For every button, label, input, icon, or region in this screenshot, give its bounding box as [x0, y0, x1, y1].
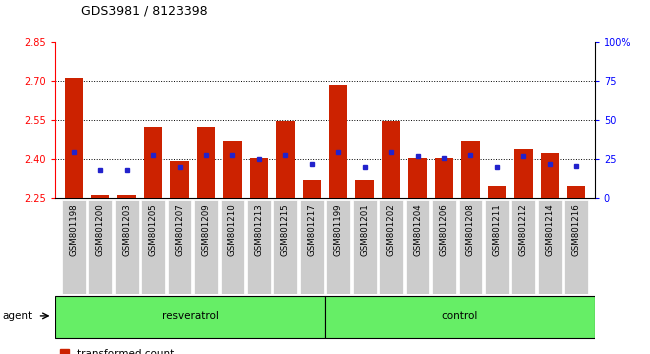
FancyBboxPatch shape: [538, 200, 562, 294]
FancyBboxPatch shape: [55, 296, 325, 338]
Bar: [250, 158, 268, 198]
FancyBboxPatch shape: [62, 200, 86, 294]
Text: GDS3981 / 8123398: GDS3981 / 8123398: [81, 5, 208, 18]
FancyBboxPatch shape: [274, 200, 297, 294]
FancyBboxPatch shape: [353, 200, 376, 294]
Bar: [91, 195, 109, 198]
FancyBboxPatch shape: [194, 200, 218, 294]
Bar: [64, 78, 83, 198]
Text: agent: agent: [3, 311, 33, 321]
Text: control: control: [442, 311, 478, 321]
Text: GSM801216: GSM801216: [572, 203, 580, 256]
Bar: [329, 85, 348, 198]
Bar: [541, 153, 559, 198]
Text: GSM801209: GSM801209: [202, 203, 211, 256]
FancyBboxPatch shape: [512, 200, 535, 294]
Text: GSM801213: GSM801213: [254, 203, 263, 256]
Bar: [276, 121, 294, 198]
Text: GSM801205: GSM801205: [149, 203, 157, 256]
FancyBboxPatch shape: [115, 200, 138, 294]
Bar: [435, 158, 453, 198]
FancyBboxPatch shape: [300, 200, 324, 294]
Text: GSM801207: GSM801207: [175, 203, 184, 256]
Bar: [382, 121, 400, 198]
Text: GSM801199: GSM801199: [333, 203, 343, 256]
Text: GSM801203: GSM801203: [122, 203, 131, 256]
Text: GSM801211: GSM801211: [493, 203, 501, 256]
Text: resveratrol: resveratrol: [162, 311, 218, 321]
FancyBboxPatch shape: [485, 200, 509, 294]
Bar: [462, 141, 480, 198]
FancyBboxPatch shape: [88, 200, 112, 294]
Text: GSM801214: GSM801214: [545, 203, 554, 256]
Text: GSM801204: GSM801204: [413, 203, 422, 256]
Text: GSM801217: GSM801217: [307, 203, 317, 256]
Text: GSM801210: GSM801210: [228, 203, 237, 256]
FancyBboxPatch shape: [458, 200, 482, 294]
Text: GSM801206: GSM801206: [439, 203, 448, 256]
Bar: [356, 180, 374, 198]
Bar: [223, 141, 242, 198]
Bar: [488, 186, 506, 198]
Bar: [302, 180, 321, 198]
Bar: [144, 127, 162, 198]
Text: GSM801201: GSM801201: [360, 203, 369, 256]
FancyBboxPatch shape: [564, 200, 588, 294]
Text: GSM801200: GSM801200: [96, 203, 105, 256]
FancyBboxPatch shape: [325, 296, 595, 338]
FancyBboxPatch shape: [220, 200, 244, 294]
FancyBboxPatch shape: [247, 200, 271, 294]
FancyBboxPatch shape: [406, 200, 430, 294]
Text: GSM801215: GSM801215: [281, 203, 290, 256]
FancyBboxPatch shape: [326, 200, 350, 294]
Bar: [408, 158, 427, 198]
Bar: [118, 195, 136, 198]
Text: GSM801212: GSM801212: [519, 203, 528, 256]
Bar: [514, 149, 532, 198]
Text: GSM801202: GSM801202: [387, 203, 396, 256]
Text: GSM801198: GSM801198: [70, 203, 78, 256]
Bar: [567, 186, 586, 198]
Bar: [170, 161, 188, 198]
FancyBboxPatch shape: [168, 200, 192, 294]
FancyBboxPatch shape: [141, 200, 165, 294]
FancyBboxPatch shape: [432, 200, 456, 294]
Text: GSM801208: GSM801208: [466, 203, 475, 256]
Legend: transformed count, percentile rank within the sample: transformed count, percentile rank withi…: [60, 349, 253, 354]
Bar: [197, 127, 215, 198]
FancyBboxPatch shape: [379, 200, 403, 294]
